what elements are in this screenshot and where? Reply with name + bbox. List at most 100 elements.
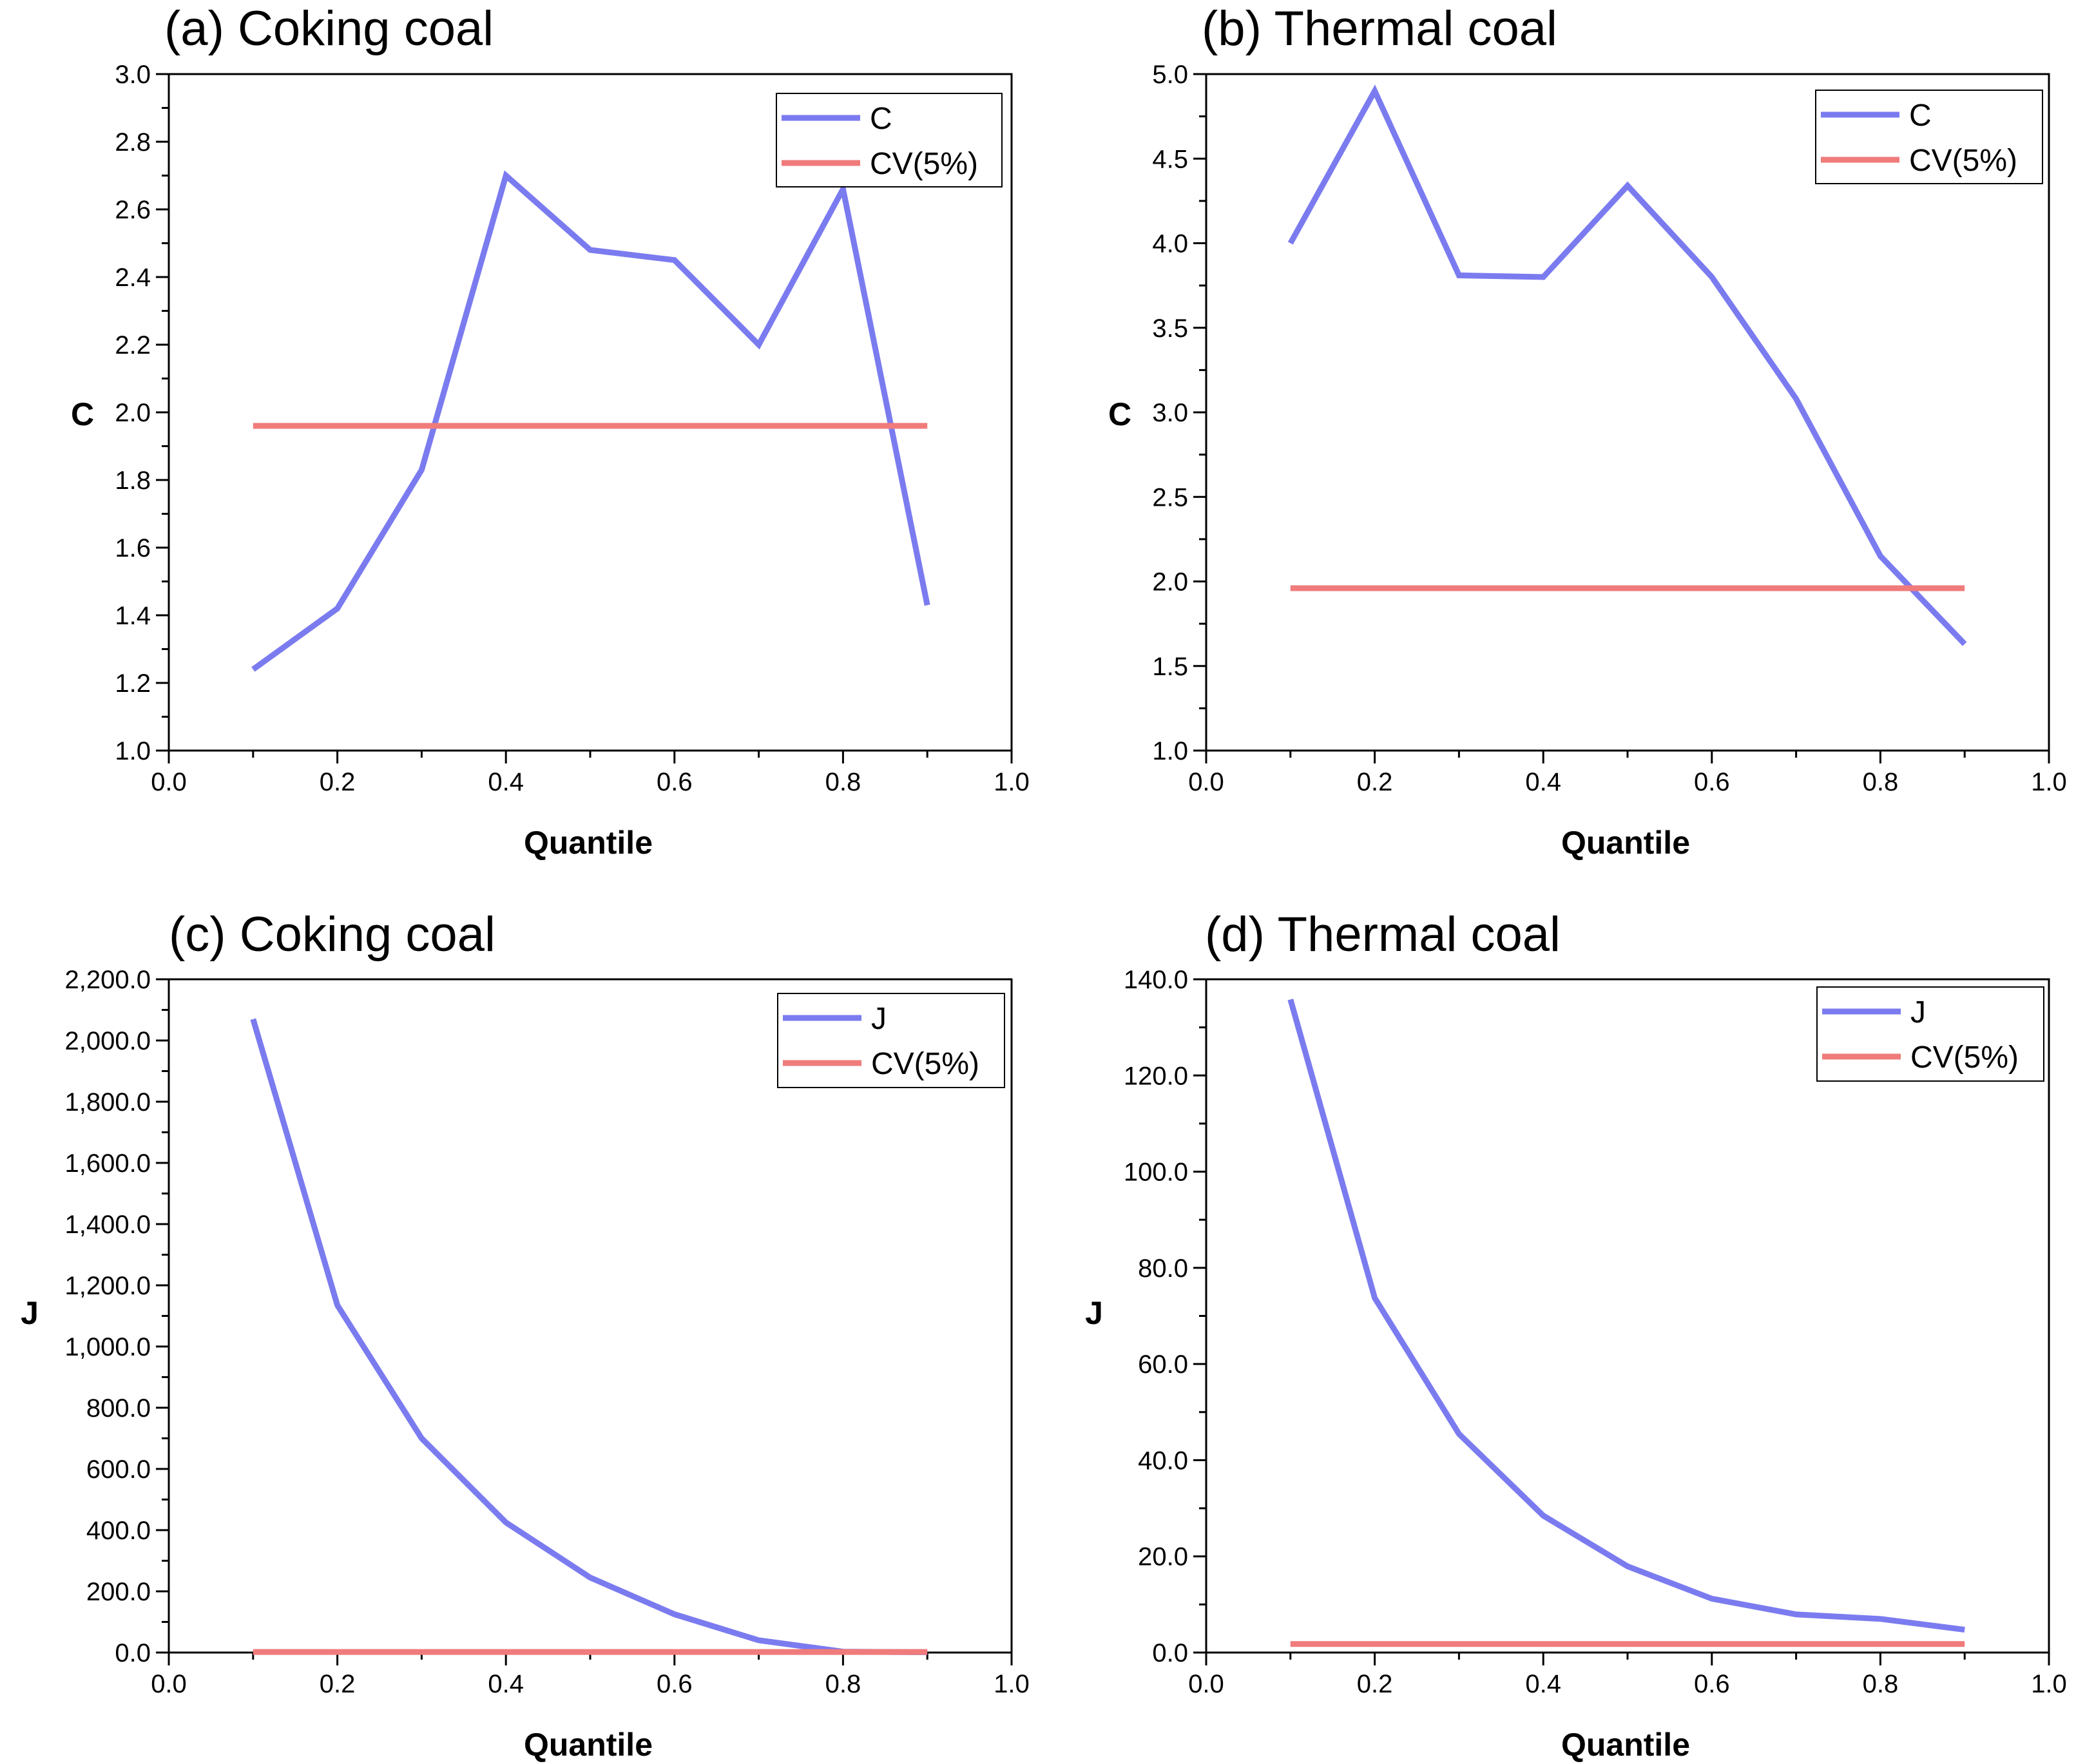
x-tick-label: 0.4 <box>488 1670 524 1698</box>
y-tick-label: 120.0 <box>1124 1062 1188 1090</box>
y-tick-label: 4.0 <box>1152 230 1188 258</box>
legend-label: CV(5%) <box>1909 144 2017 178</box>
x-axis-label: Quantile <box>1561 1727 1690 1763</box>
x-tick-label: 0.2 <box>1357 1670 1393 1698</box>
y-tick-label: 1.5 <box>1152 653 1188 681</box>
y-tick-label: 20.0 <box>1138 1543 1188 1571</box>
x-tick-label: 0.0 <box>1188 768 1224 796</box>
y-tick-label: 1,000.0 <box>65 1333 151 1361</box>
x-tick-label: 0.8 <box>1863 768 1899 796</box>
x-tick-label: 0.2 <box>1357 768 1393 796</box>
x-tick-label: 0.0 <box>151 1670 187 1698</box>
y-tick-label: 200.0 <box>86 1578 151 1606</box>
y-tick-label: 1,600.0 <box>65 1149 151 1178</box>
chart-title: (b) Thermal coal <box>1202 1 1557 56</box>
legend-box <box>1816 986 2044 1082</box>
y-tick-label: 2,200.0 <box>65 966 151 994</box>
series-line-main <box>1287 999 1965 1633</box>
y-axis-label: J <box>21 1295 39 1331</box>
y-tick-label: 80.0 <box>1138 1254 1188 1283</box>
y-tick-label: 400.0 <box>86 1517 151 1545</box>
legend-label: CV(5%) <box>1910 1040 2019 1075</box>
y-tick-label: 60.0 <box>1138 1350 1188 1379</box>
x-tick-label: 0.8 <box>825 768 861 796</box>
chart-title: (c) Coking coal <box>169 907 495 962</box>
x-tick-label: 0.2 <box>320 1670 356 1698</box>
x-tick-label: 0.8 <box>825 1670 861 1698</box>
y-tick-label: 1,800.0 <box>65 1088 151 1117</box>
panel-a: (a) Coking coal Quantile C 0.0 0.2 0.4 0.6 0… <box>71 1 1030 861</box>
y-tick-label: 2.2 <box>115 331 151 360</box>
legend-label: C <box>1909 99 1932 133</box>
legend: C CV(5%) <box>776 93 1003 187</box>
y-tick-label: 800.0 <box>86 1394 151 1423</box>
x-tick-label: 0.6 <box>1694 1670 1730 1698</box>
y-tick-label: 1.0 <box>115 737 151 765</box>
x-tick-label: 0.0 <box>151 768 187 796</box>
legend-label: J <box>871 1002 887 1036</box>
series-line-main <box>251 170 930 672</box>
x-tick-label: 0.4 <box>1525 768 1561 796</box>
y-tick-label: 2,000.0 <box>65 1027 151 1055</box>
x-tick-label: 0.6 <box>1694 768 1730 796</box>
x-axis-label: Quantile <box>524 1727 653 1763</box>
x-tick-label: 0.8 <box>1863 1670 1899 1698</box>
x-tick-label: 1.0 <box>2031 1670 2067 1698</box>
x-axis-label: Quantile <box>524 825 653 861</box>
x-tick-label: 0.0 <box>1188 1670 1224 1698</box>
series-line-main <box>1287 84 1967 646</box>
legend-box <box>1815 90 2043 184</box>
y-tick-label: 100.0 <box>1124 1158 1188 1187</box>
y-tick-label: 2.0 <box>115 399 151 427</box>
y-axis-label: J <box>1085 1295 1103 1331</box>
x-tick-label: 0.4 <box>488 768 524 796</box>
y-tick-label: 1,400.0 <box>65 1211 151 1239</box>
y-tick-label: 3.0 <box>1152 399 1188 427</box>
x-axis-label: Quantile <box>1561 825 1690 861</box>
legend-label: C <box>870 102 892 136</box>
y-tick-label: 1.0 <box>1152 737 1188 765</box>
legend-box <box>777 993 1005 1088</box>
x-tick-label: 1.0 <box>2031 768 2067 796</box>
series-line-main <box>250 1018 928 1655</box>
x-tick-label: 1.0 <box>994 1670 1030 1698</box>
y-axis-label: C <box>1108 396 1131 432</box>
chart-title: (a) Coking coal <box>164 1 494 56</box>
x-tick-label: 0.6 <box>657 768 693 796</box>
x-tick-label: 0.4 <box>1525 1670 1561 1698</box>
y-axis-label: C <box>71 396 94 432</box>
y-tick-label: 140.0 <box>1124 966 1188 994</box>
chart-title: (d) Thermal coal <box>1205 907 1561 962</box>
y-tick-label: 1,200.0 <box>65 1272 151 1300</box>
y-tick-label: 600.0 <box>86 1455 151 1484</box>
y-tick-label: 4.5 <box>1152 145 1188 173</box>
legend-label: CV(5%) <box>871 1047 979 1081</box>
panel-d: (d) Thermal coal Quantile J 0.0 0.2 0.4 0.6… <box>1085 907 2067 1763</box>
legend: J CV(5%) <box>1816 986 2044 1082</box>
legend-label: CV(5%) <box>870 147 978 181</box>
y-tick-label: 2.4 <box>115 264 151 292</box>
x-tick-label: 0.2 <box>320 768 356 796</box>
panel-c: (c) Coking coal Quantile J 0.0 0.2 0.4 0.6 0… <box>21 907 1030 1763</box>
y-tick-label: 0.0 <box>1152 1639 1188 1667</box>
y-tick-label: 1.8 <box>115 466 151 495</box>
x-tick-label: 0.6 <box>657 1670 693 1698</box>
y-tick-label: 3.5 <box>1152 314 1188 343</box>
y-tick-label: 0.0 <box>115 1639 151 1667</box>
y-tick-label: 2.5 <box>1152 483 1188 512</box>
x-tick-label: 1.0 <box>994 768 1030 796</box>
legend: J CV(5%) <box>777 993 1005 1088</box>
y-tick-label: 2.0 <box>1152 568 1188 597</box>
panel-b: (b) Thermal coal Quantile C 0.0 0.2 0.4 0.6… <box>1108 1 2067 861</box>
legend: C CV(5%) <box>1815 90 2043 184</box>
y-tick-label: 1.6 <box>115 534 151 562</box>
y-tick-label: 3.0 <box>115 61 151 89</box>
legend-box <box>776 93 1003 187</box>
y-tick-label: 5.0 <box>1152 61 1188 89</box>
y-tick-label: 2.8 <box>115 128 151 157</box>
y-tick-label: 2.6 <box>115 196 151 224</box>
y-tick-label: 1.2 <box>115 669 151 698</box>
y-tick-label: 1.4 <box>115 602 151 630</box>
y-tick-label: 40.0 <box>1138 1446 1188 1475</box>
